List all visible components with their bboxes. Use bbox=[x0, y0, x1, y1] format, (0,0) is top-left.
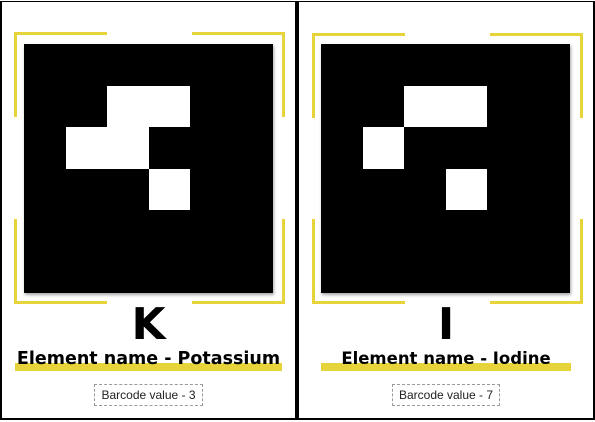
marker-card-potassium: K Element name - Potassium Barcode value… bbox=[0, 1, 297, 420]
corner-bracket-top-right bbox=[490, 33, 583, 118]
corner-bracket-bottom-right bbox=[192, 219, 285, 304]
marker-cell bbox=[404, 85, 446, 127]
element-name: Element name - Iodine bbox=[321, 348, 571, 371]
marker-cell bbox=[445, 168, 487, 210]
marker-card-iodine: I Element name - Iodine Barcode value - … bbox=[297, 1, 595, 420]
element-symbol: I bbox=[437, 299, 455, 350]
marker-cell bbox=[148, 168, 190, 210]
marker-cell bbox=[362, 127, 404, 169]
marker-cell bbox=[445, 85, 487, 127]
element-name: Element name - Potassium bbox=[14, 349, 283, 371]
highlight-underline bbox=[321, 363, 571, 371]
corner-bracket-bottom-left bbox=[312, 219, 405, 304]
corner-bracket-top-left bbox=[312, 33, 405, 118]
barcode-value-label: Barcode value - 7 bbox=[391, 384, 501, 406]
aruco-marker bbox=[24, 44, 273, 293]
marker-cell bbox=[148, 85, 190, 127]
marker-cell bbox=[107, 127, 149, 169]
corner-bracket-bottom-left bbox=[14, 219, 107, 304]
corner-bracket-top-left bbox=[14, 32, 107, 117]
corner-bracket-bottom-right bbox=[490, 219, 583, 304]
barcode-value-label: Barcode value - 3 bbox=[94, 384, 203, 406]
corner-bracket-top-right bbox=[192, 32, 285, 117]
marker-cell bbox=[107, 85, 149, 127]
aruco-marker bbox=[321, 44, 570, 293]
element-symbol: K bbox=[131, 299, 166, 350]
marker-cell bbox=[65, 127, 107, 169]
highlight-underline bbox=[14, 363, 283, 371]
